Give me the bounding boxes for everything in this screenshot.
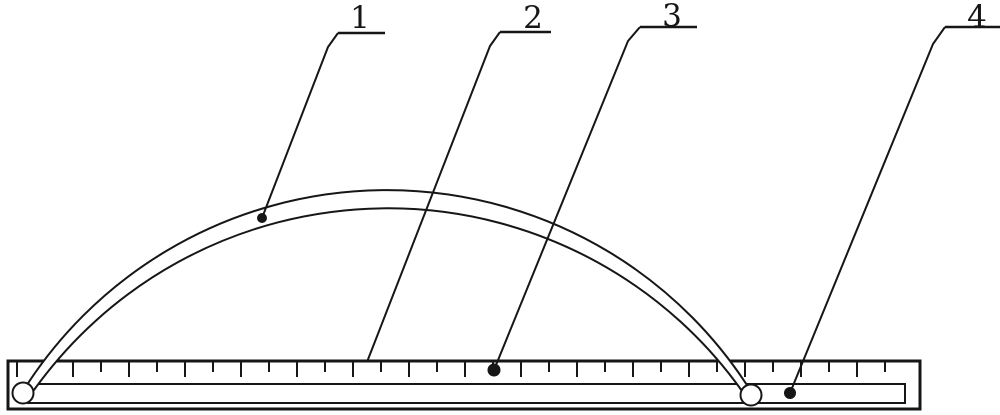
leader-line-1	[261, 32, 339, 219]
reference-dot-1	[257, 213, 267, 223]
leader-line-3	[493, 26, 641, 371]
arch-end-cap-right	[739, 383, 763, 407]
leader-line-2	[366, 31, 501, 363]
arch-end-cap-left	[11, 381, 35, 405]
part-number-4: 4	[967, 0, 987, 35]
part-number-3: 3	[662, 0, 682, 34]
ruler-slot	[27, 383, 906, 404]
reference-dot-4	[784, 387, 796, 399]
leader-line-4	[789, 26, 946, 394]
part-number-2: 2	[523, 0, 543, 36]
reference-dot-3	[487, 363, 501, 377]
part-number-1: 1	[350, 0, 370, 36]
